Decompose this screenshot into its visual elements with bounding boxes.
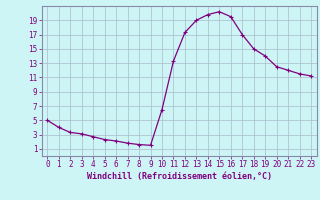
X-axis label: Windchill (Refroidissement éolien,°C): Windchill (Refroidissement éolien,°C) (87, 172, 272, 181)
